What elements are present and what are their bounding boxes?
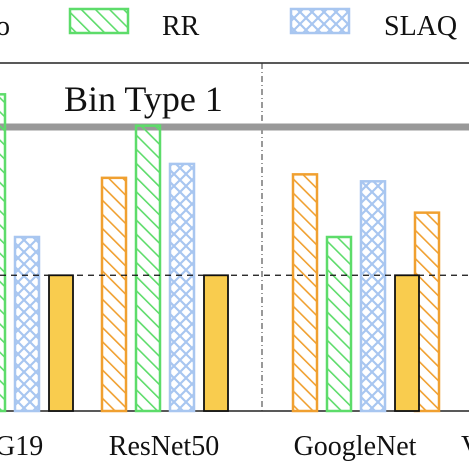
bar-rr-0 xyxy=(0,93,7,413)
bar-rr-1 xyxy=(134,124,162,413)
legend-label-slaq: SLAQ xyxy=(384,11,457,42)
x-tick-label-1: ResNet50 xyxy=(109,431,219,462)
x-tick-label-3: V xyxy=(461,431,469,462)
bar-solid-2 xyxy=(394,274,420,412)
bar-solid-0 xyxy=(48,274,74,412)
legend-swatch-slaq xyxy=(289,7,351,35)
x-tick-label-0: GG19 xyxy=(0,431,43,462)
legend: o RR SLAQ xyxy=(0,7,457,42)
bar-solid-1 xyxy=(203,274,229,412)
legend-label-partial: o xyxy=(0,11,10,42)
bar-s1-2 xyxy=(291,173,319,413)
bar-slaq-2 xyxy=(359,180,387,413)
bar-slaq-0 xyxy=(13,235,41,413)
bar-s1-1 xyxy=(100,176,128,413)
x-tick-label-2: GoogleNet xyxy=(294,431,417,462)
legend-swatch-rr xyxy=(68,7,130,35)
bar-slaq-1 xyxy=(168,162,196,413)
legend-label-rr: RR xyxy=(162,11,200,42)
panel-label: Bin Type 1 xyxy=(64,79,223,119)
x-tick-labels: GG19 ResNet50 GoogleNet V xyxy=(0,431,469,462)
bars xyxy=(0,93,441,413)
bar-rr-2 xyxy=(325,235,353,413)
